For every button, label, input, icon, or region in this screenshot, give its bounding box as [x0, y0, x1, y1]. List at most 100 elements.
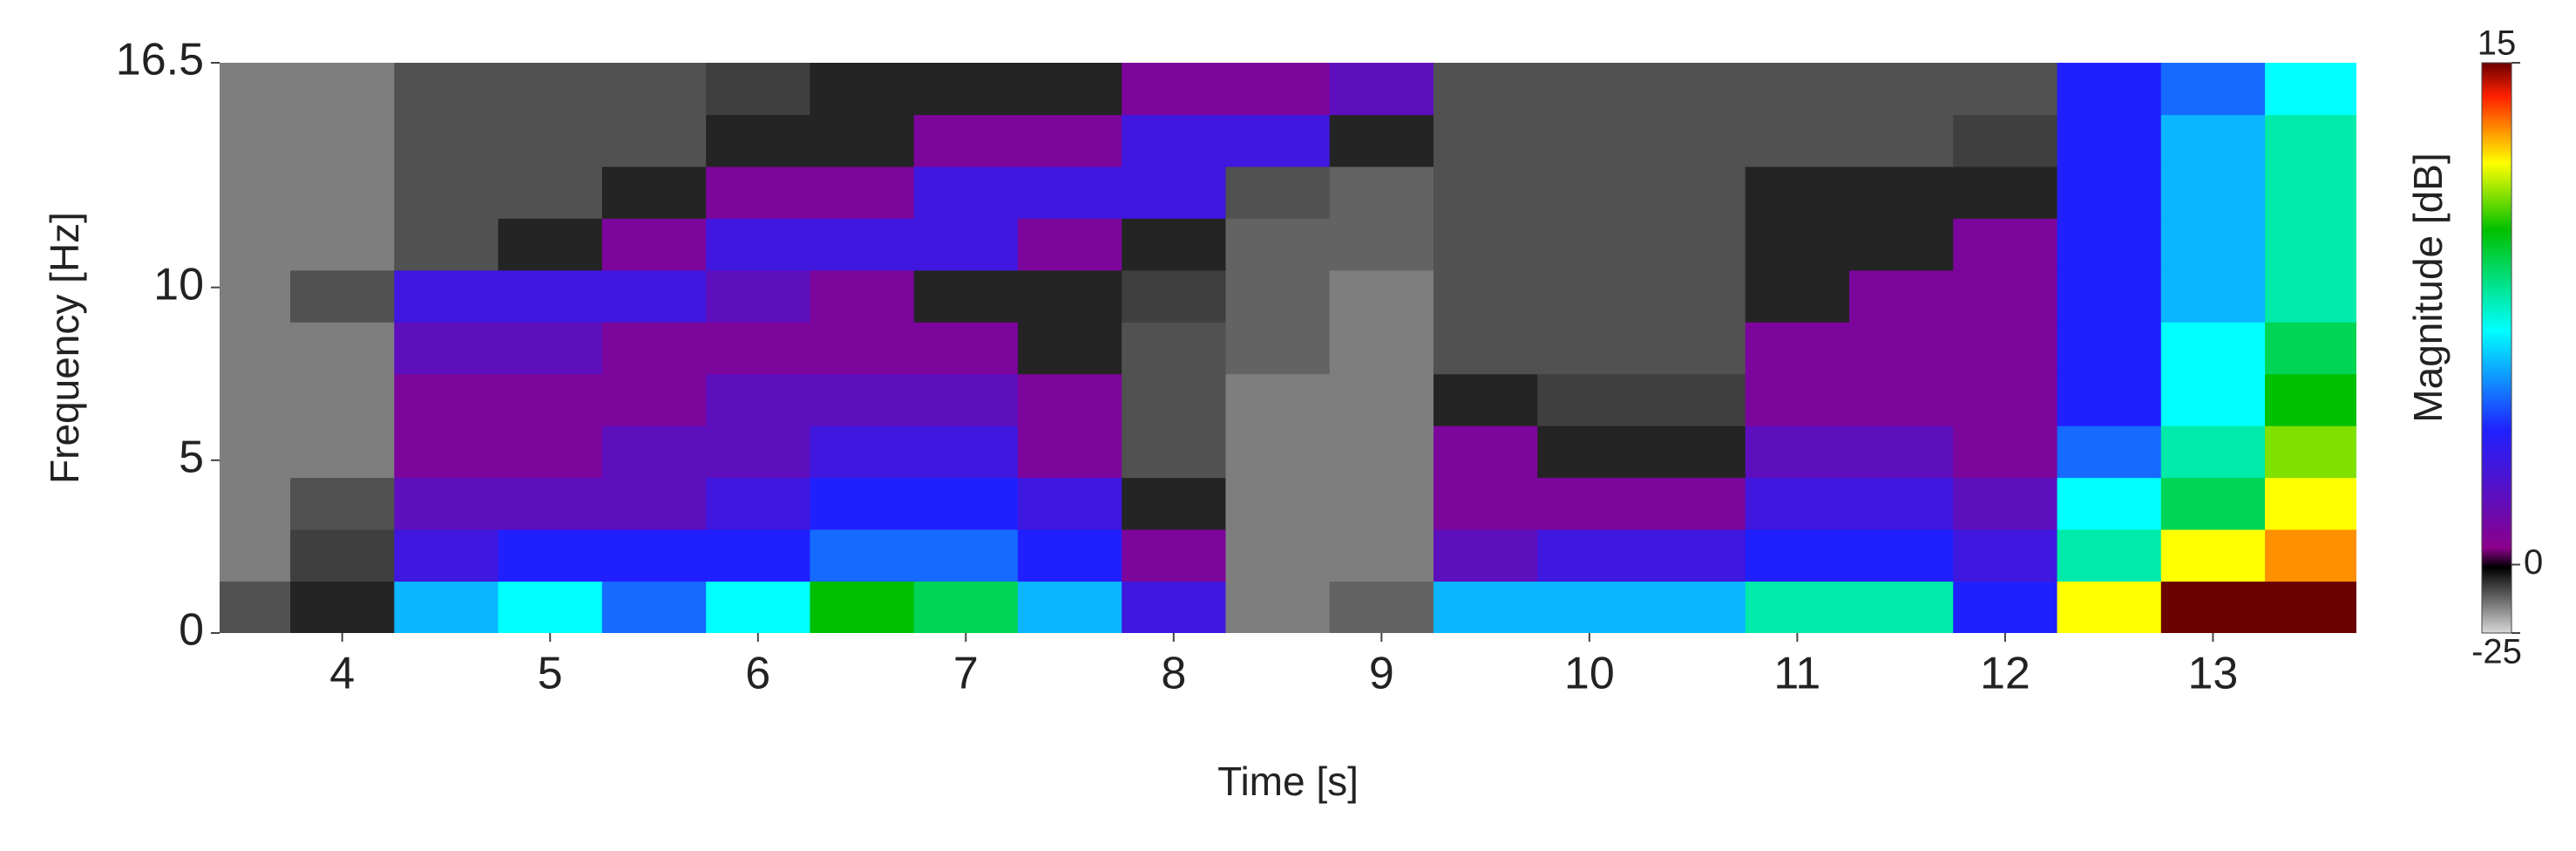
heatmap-cell: [1225, 373, 1331, 426]
heatmap-cell: [1225, 218, 1331, 271]
heatmap-cell: [2160, 166, 2266, 219]
heatmap-cell: [1745, 322, 1850, 375]
heatmap-cell: [1745, 114, 1850, 167]
heatmap-cell: [706, 322, 810, 375]
heatmap-cell: [1122, 269, 1226, 323]
heatmap-cell: [498, 426, 603, 479]
y-tick-label: 16.5: [116, 35, 204, 85]
heatmap-cell: [290, 166, 395, 219]
heatmap-cell: [810, 166, 915, 219]
heatmap-cell: [810, 426, 915, 479]
x-axis-title: Time [s]: [1217, 759, 1359, 804]
heatmap-cell: [1849, 269, 1954, 323]
heatmap-cell: [498, 581, 603, 633]
heatmap-cell: [1225, 581, 1331, 633]
heatmap-cell: [1122, 477, 1226, 530]
heatmap-cell: [1017, 218, 1122, 271]
x-tick-label: 10: [1564, 649, 1615, 699]
heatmap-cell: [1329, 269, 1434, 323]
heatmap-cell: [1537, 114, 1642, 167]
heatmap-cell: [913, 373, 1019, 426]
y-axis-title: Frequency [Hz]: [42, 212, 87, 484]
heatmap-cell: [1745, 426, 1850, 479]
heatmap-cell: [2160, 269, 2266, 323]
heatmap-cell: [290, 477, 395, 530]
heatmap-cell: [1953, 218, 2058, 271]
heatmap-cell: [2057, 114, 2162, 167]
heatmap-cell: [1122, 63, 1226, 115]
heatmap-cell: [1433, 477, 1538, 530]
heatmap-cell: [220, 581, 291, 633]
heatmap-cell: [1017, 114, 1122, 167]
x-tick-label: 11: [1773, 649, 1820, 699]
heatmap-cell: [1329, 373, 1434, 426]
heatmap-cell: [1953, 529, 2058, 582]
heatmap-cell: [2265, 63, 2356, 115]
heatmap-cell: [1329, 529, 1434, 582]
heatmap-cell: [1225, 63, 1331, 115]
heatmap-cell: [290, 373, 395, 426]
heatmap-cell: [810, 373, 915, 426]
heatmap-cell: [498, 269, 603, 323]
heatmap-cell: [394, 373, 499, 426]
y-tick-label: 10: [153, 259, 204, 310]
x-tick-label: 9: [1369, 649, 1394, 699]
heatmap-cell: [1329, 166, 1434, 219]
heatmap-cell: [810, 322, 915, 375]
heatmap-cell: [394, 322, 499, 375]
heatmap-cell: [810, 529, 915, 582]
heatmap-cell: [913, 322, 1019, 375]
heatmap-cell: [1641, 218, 1746, 271]
heatmap-cell: [290, 529, 395, 582]
heatmap-cell: [1433, 581, 1538, 633]
heatmap-cell: [1953, 322, 2058, 375]
heatmap-cell: [1017, 373, 1122, 426]
heatmap-cell: [1122, 166, 1226, 219]
heatmap-cell: [394, 426, 499, 479]
heatmap-cell: [2265, 269, 2356, 323]
heatmap-cell: [601, 529, 707, 582]
heatmap-cell: [394, 114, 499, 167]
heatmap-cell: [706, 269, 810, 323]
heatmap-cell: [1329, 114, 1434, 167]
heatmap-cell: [220, 529, 291, 582]
heatmap-cell: [1122, 529, 1226, 582]
heatmap-cell: [1641, 426, 1746, 479]
heatmap-cells: [220, 63, 2356, 633]
heatmap-cell: [1745, 581, 1850, 633]
heatmap-cell: [1122, 581, 1226, 633]
heatmap-cell: [1953, 63, 2058, 115]
heatmap-cell: [1017, 477, 1122, 530]
heatmap-cell: [1849, 373, 1954, 426]
heatmap-cell: [1433, 114, 1538, 167]
heatmap-cell: [2057, 218, 2162, 271]
heatmap-cell: [1849, 529, 1954, 582]
heatmap-cell: [601, 63, 707, 115]
heatmap-cell: [2265, 426, 2356, 479]
heatmap-cell: [1641, 322, 1746, 375]
heatmap-cell: [1953, 114, 2058, 167]
heatmap-cell: [1953, 426, 2058, 479]
heatmap-cell: [2160, 218, 2266, 271]
heatmap-cell: [2160, 477, 2266, 530]
heatmap-cell: [1745, 269, 1850, 323]
heatmap-cell: [1329, 581, 1434, 633]
heatmap-cell: [706, 166, 810, 219]
heatmap-cell: [220, 322, 291, 375]
heatmap-cell: [1017, 426, 1122, 479]
heatmap-cell: [394, 166, 499, 219]
heatmap-cell: [1953, 166, 2058, 219]
heatmap-cell: [1537, 477, 1642, 530]
heatmap-cell: [1849, 477, 1954, 530]
heatmap-cell: [706, 373, 810, 426]
heatmap-cell: [1849, 426, 1954, 479]
colorbar-tick-label: 0: [2524, 543, 2543, 582]
heatmap-cell: [1537, 373, 1642, 426]
heatmap-cell: [1017, 269, 1122, 323]
heatmap-cell: [601, 373, 707, 426]
heatmap-cell: [1017, 581, 1122, 633]
heatmap-cell: [1537, 63, 1642, 115]
heatmap-cell: [1433, 63, 1538, 115]
heatmap-cell: [706, 114, 810, 167]
heatmap-cell: [1433, 269, 1538, 323]
